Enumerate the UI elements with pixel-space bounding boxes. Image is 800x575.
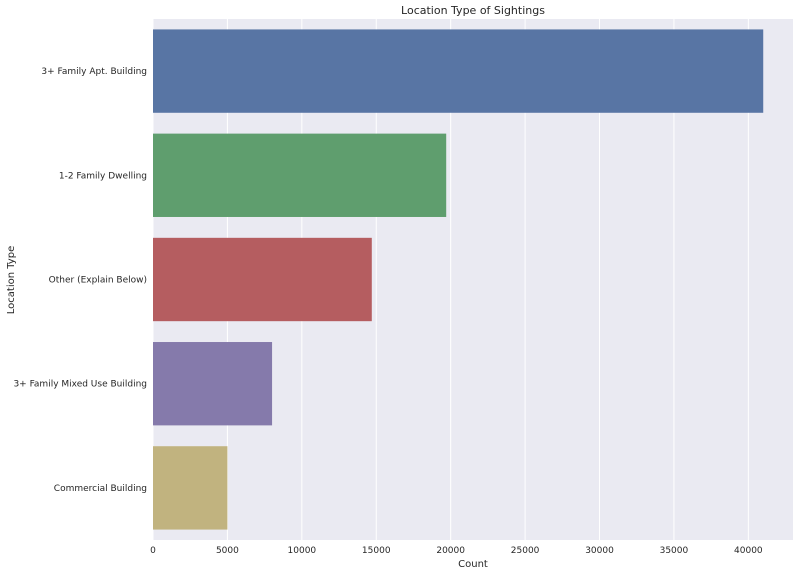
bars	[153, 29, 764, 530]
y-tick-label: 1-2 Family Dwelling	[59, 171, 147, 181]
x-axis-label: Count	[458, 559, 488, 570]
chart-title: Location Type of Sightings	[401, 4, 545, 17]
x-tick-label: 10000	[288, 546, 317, 556]
bar	[153, 29, 764, 113]
x-tick-label: 35000	[660, 546, 689, 556]
bar	[153, 446, 228, 530]
y-tick-label: Other (Explain Below)	[49, 276, 147, 286]
y-axis-label: Location Type	[6, 246, 17, 314]
bar	[153, 133, 447, 217]
x-tick-label: 15000	[362, 546, 391, 556]
bar	[153, 342, 273, 426]
x-tick-label: 30000	[585, 546, 614, 556]
x-tick-label: 5000	[216, 546, 239, 556]
x-tick-label: 40000	[734, 546, 763, 556]
x-tick-label: 20000	[436, 546, 465, 556]
y-tick-label: 3+ Family Mixed Use Building	[13, 380, 147, 390]
bar	[153, 237, 372, 322]
y-tick-label: Commercial Building	[54, 484, 147, 494]
y-tick-labels: 3+ Family Apt. Building 1-2 Family Dwelli…	[13, 67, 147, 494]
x-tick-label: 0	[150, 546, 156, 556]
y-tick-label: 3+ Family Apt. Building	[41, 67, 147, 77]
x-tick-label: 25000	[511, 546, 540, 556]
x-tick-labels: 0 5000 10000 15000 20000 25000 30000 35000 40000	[150, 546, 763, 556]
